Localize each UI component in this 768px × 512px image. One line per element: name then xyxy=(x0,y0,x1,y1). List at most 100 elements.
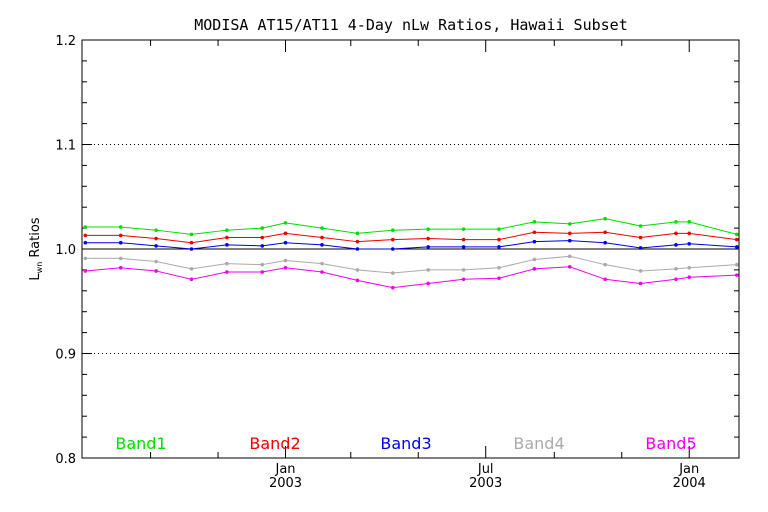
data-point xyxy=(497,227,501,231)
data-point xyxy=(461,268,466,272)
data-point xyxy=(225,261,229,266)
chart-title: MODISA AT15/AT11 4-Day nLw Ratios, Hawai… xyxy=(194,16,627,34)
data-point xyxy=(638,235,643,240)
data-point xyxy=(532,267,537,271)
x-tick-label-month: Jul xyxy=(477,462,494,477)
data-point xyxy=(283,266,288,270)
data-point xyxy=(687,220,692,224)
data-point xyxy=(355,278,360,283)
data-point xyxy=(118,225,123,229)
data-point xyxy=(687,231,692,236)
data-point xyxy=(497,276,501,281)
data-point xyxy=(83,256,88,261)
data-point xyxy=(154,236,158,241)
data-point xyxy=(461,237,466,242)
data-point xyxy=(674,243,678,247)
data-point xyxy=(355,231,360,236)
data-point xyxy=(260,235,265,240)
data-point xyxy=(391,228,395,232)
data-point xyxy=(260,262,265,267)
y-axis-label: Lwn Ratios xyxy=(28,217,44,280)
data-point xyxy=(391,247,395,251)
data-point xyxy=(83,269,88,273)
data-point xyxy=(461,277,466,282)
data-point xyxy=(603,230,607,235)
data-point xyxy=(355,239,360,244)
series-line xyxy=(85,266,737,289)
y-axis: 0.8 0.9 1.0 1.1 1.2 xyxy=(55,34,739,467)
y-axis-label-main: L xyxy=(28,273,43,281)
x-tick-label-year: 2004 xyxy=(673,476,706,491)
data-point xyxy=(283,240,288,245)
data-point xyxy=(189,240,194,245)
data-point xyxy=(638,269,643,273)
data-point xyxy=(118,266,123,270)
data-point xyxy=(118,256,123,261)
data-point xyxy=(154,269,158,273)
data-point xyxy=(283,221,288,225)
legend-label: Band2 xyxy=(249,434,300,453)
x-tick-label-year: 2003 xyxy=(269,476,302,491)
y-axis-label-subscript: wn xyxy=(35,262,44,274)
data-point xyxy=(391,285,395,290)
y-tick-label: 1.0 xyxy=(55,243,76,258)
x-tick-label-month: Jan xyxy=(274,462,295,477)
data-point xyxy=(189,232,194,237)
data-point xyxy=(426,236,430,241)
data-point xyxy=(225,235,229,240)
data-point xyxy=(638,224,643,228)
data-point xyxy=(355,247,360,251)
data-point xyxy=(260,244,265,248)
data-point xyxy=(189,277,194,282)
data-point xyxy=(603,216,607,221)
data-point xyxy=(83,233,88,238)
data-point xyxy=(260,270,265,274)
data-point xyxy=(83,225,88,229)
data-point xyxy=(225,243,229,247)
data-point xyxy=(734,232,739,237)
series-band5 xyxy=(83,264,739,290)
data-point xyxy=(320,243,324,247)
data-point xyxy=(638,246,643,250)
data-point xyxy=(567,231,572,236)
data-point xyxy=(83,240,88,245)
data-point xyxy=(461,245,466,249)
data-point xyxy=(118,233,123,238)
legend-label: Band4 xyxy=(513,434,564,453)
data-point xyxy=(532,230,537,235)
legend-label: Band1 xyxy=(115,434,166,453)
legend-label: Band3 xyxy=(380,434,431,453)
data-point xyxy=(603,240,607,245)
x-tick-label-month: Jan xyxy=(678,462,699,477)
data-point xyxy=(674,277,678,282)
data-point xyxy=(567,254,572,259)
data-point xyxy=(734,262,739,267)
data-point xyxy=(283,258,288,263)
legend: Band1 Band2 Band3 Band4 Band5 xyxy=(115,434,696,453)
data-point xyxy=(497,266,501,270)
data-point xyxy=(154,228,158,232)
series-line xyxy=(85,255,737,274)
data-point xyxy=(118,240,123,245)
data-point xyxy=(603,277,607,282)
data-point xyxy=(320,235,324,240)
data-point xyxy=(189,267,194,271)
data-point xyxy=(320,261,324,266)
data-point xyxy=(154,244,158,248)
data-point xyxy=(426,245,430,249)
series-band1 xyxy=(83,216,739,237)
data-point xyxy=(497,245,501,249)
data-point xyxy=(355,268,360,272)
data-point xyxy=(687,266,692,270)
data-point xyxy=(734,237,739,242)
data-point xyxy=(687,275,692,280)
data-point xyxy=(674,267,678,271)
series-band3 xyxy=(83,238,739,251)
data-point xyxy=(497,237,501,242)
x-tick-label-year: 2003 xyxy=(469,476,502,491)
series-line xyxy=(85,240,737,250)
data-point xyxy=(532,239,537,244)
data-point xyxy=(391,271,395,275)
